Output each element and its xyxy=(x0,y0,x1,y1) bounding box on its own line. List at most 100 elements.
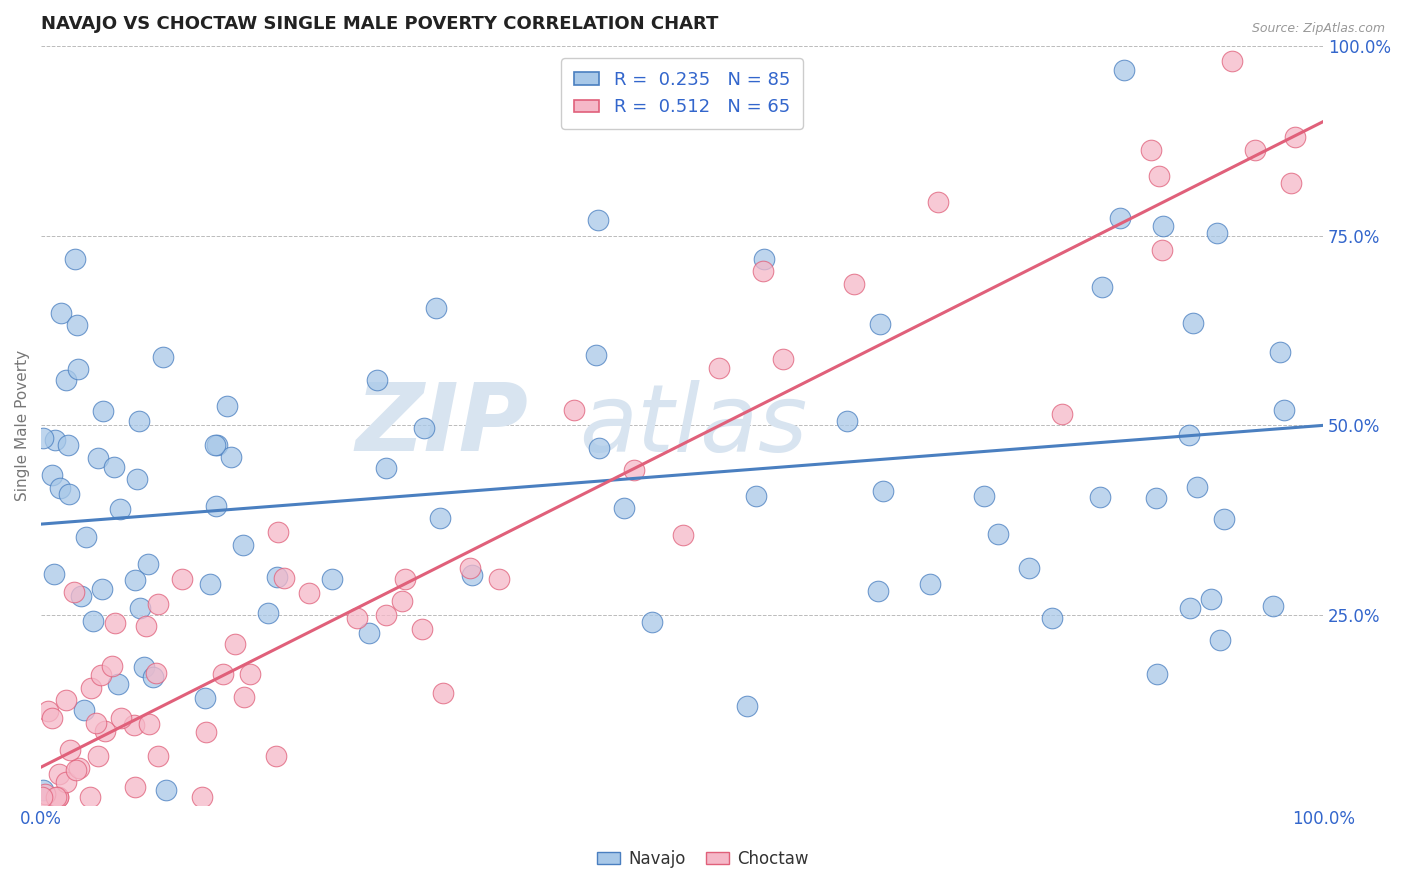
Point xyxy=(129,601,152,615)
Point xyxy=(267,524,290,539)
Point xyxy=(79,790,101,805)
Point xyxy=(623,463,645,477)
Point xyxy=(48,790,70,805)
Point xyxy=(357,626,380,640)
Point xyxy=(1206,226,1229,240)
Point xyxy=(217,400,239,414)
Point xyxy=(135,619,157,633)
Point xyxy=(204,438,226,452)
Point xyxy=(34,787,56,801)
Point xyxy=(586,213,609,227)
Point xyxy=(66,318,89,333)
Point xyxy=(844,277,866,291)
Point xyxy=(641,615,664,630)
Point xyxy=(65,763,87,777)
Point xyxy=(122,718,145,732)
Point xyxy=(1149,169,1171,183)
Point xyxy=(48,766,70,780)
Point xyxy=(124,574,146,588)
Point xyxy=(1091,280,1114,294)
Point xyxy=(588,442,610,456)
Point xyxy=(45,790,67,805)
Point xyxy=(205,438,228,452)
Point xyxy=(44,433,66,447)
Point xyxy=(232,690,254,704)
Point xyxy=(918,576,941,591)
Point xyxy=(41,711,63,725)
Point xyxy=(94,724,117,739)
Point xyxy=(321,572,343,586)
Point xyxy=(56,438,79,452)
Point xyxy=(110,711,132,725)
Point xyxy=(41,467,63,482)
Point xyxy=(46,790,69,805)
Point xyxy=(461,567,484,582)
Y-axis label: Single Male Poverty: Single Male Poverty xyxy=(15,350,30,501)
Point xyxy=(132,660,155,674)
Point xyxy=(124,780,146,795)
Point xyxy=(84,716,107,731)
Point xyxy=(835,414,858,428)
Point xyxy=(70,589,93,603)
Point xyxy=(1220,54,1243,68)
Point xyxy=(745,489,768,503)
Point xyxy=(973,489,995,503)
Point xyxy=(205,499,228,513)
Point xyxy=(37,704,59,718)
Point xyxy=(194,691,217,706)
Point xyxy=(80,681,103,695)
Point xyxy=(413,421,436,435)
Point xyxy=(987,527,1010,541)
Text: Source: ZipAtlas.com: Source: ZipAtlas.com xyxy=(1251,22,1385,36)
Point xyxy=(488,572,510,586)
Point xyxy=(66,362,89,376)
Point xyxy=(872,484,894,499)
Point xyxy=(672,527,695,541)
Point xyxy=(63,585,86,599)
Legend: Navajo, Choctaw: Navajo, Choctaw xyxy=(591,844,815,875)
Point xyxy=(145,666,167,681)
Point xyxy=(148,597,170,611)
Point xyxy=(101,659,124,673)
Point xyxy=(73,704,96,718)
Point xyxy=(59,743,82,757)
Point xyxy=(224,636,246,650)
Point xyxy=(1152,219,1174,234)
Point xyxy=(1146,667,1168,681)
Point xyxy=(1243,144,1265,158)
Point xyxy=(146,748,169,763)
Point xyxy=(155,783,177,797)
Point xyxy=(374,460,396,475)
Point xyxy=(1177,428,1199,442)
Point xyxy=(1050,407,1073,421)
Point xyxy=(1018,560,1040,574)
Point xyxy=(411,622,433,636)
Point xyxy=(1182,316,1205,330)
Point xyxy=(613,501,636,516)
Point xyxy=(90,667,112,681)
Point xyxy=(1281,177,1303,191)
Point xyxy=(1144,491,1167,505)
Point xyxy=(752,252,775,267)
Point xyxy=(63,252,86,267)
Point xyxy=(55,373,77,387)
Point xyxy=(432,686,454,700)
Point xyxy=(1199,592,1222,607)
Point xyxy=(1209,632,1232,647)
Point xyxy=(107,677,129,691)
Point xyxy=(752,263,775,277)
Point xyxy=(1185,480,1208,494)
Point xyxy=(1114,62,1136,77)
Point xyxy=(772,352,794,367)
Point xyxy=(1284,130,1306,145)
Point xyxy=(366,373,388,387)
Point xyxy=(91,403,114,417)
Point xyxy=(152,350,174,364)
Point xyxy=(31,790,53,805)
Point xyxy=(735,698,758,713)
Point xyxy=(195,724,218,739)
Text: NAVAJO VS CHOCTAW SINGLE MALE POVERTY CORRELATION CHART: NAVAJO VS CHOCTAW SINGLE MALE POVERTY CO… xyxy=(41,15,718,33)
Point xyxy=(425,301,447,316)
Point xyxy=(82,614,104,628)
Point xyxy=(1263,599,1285,614)
